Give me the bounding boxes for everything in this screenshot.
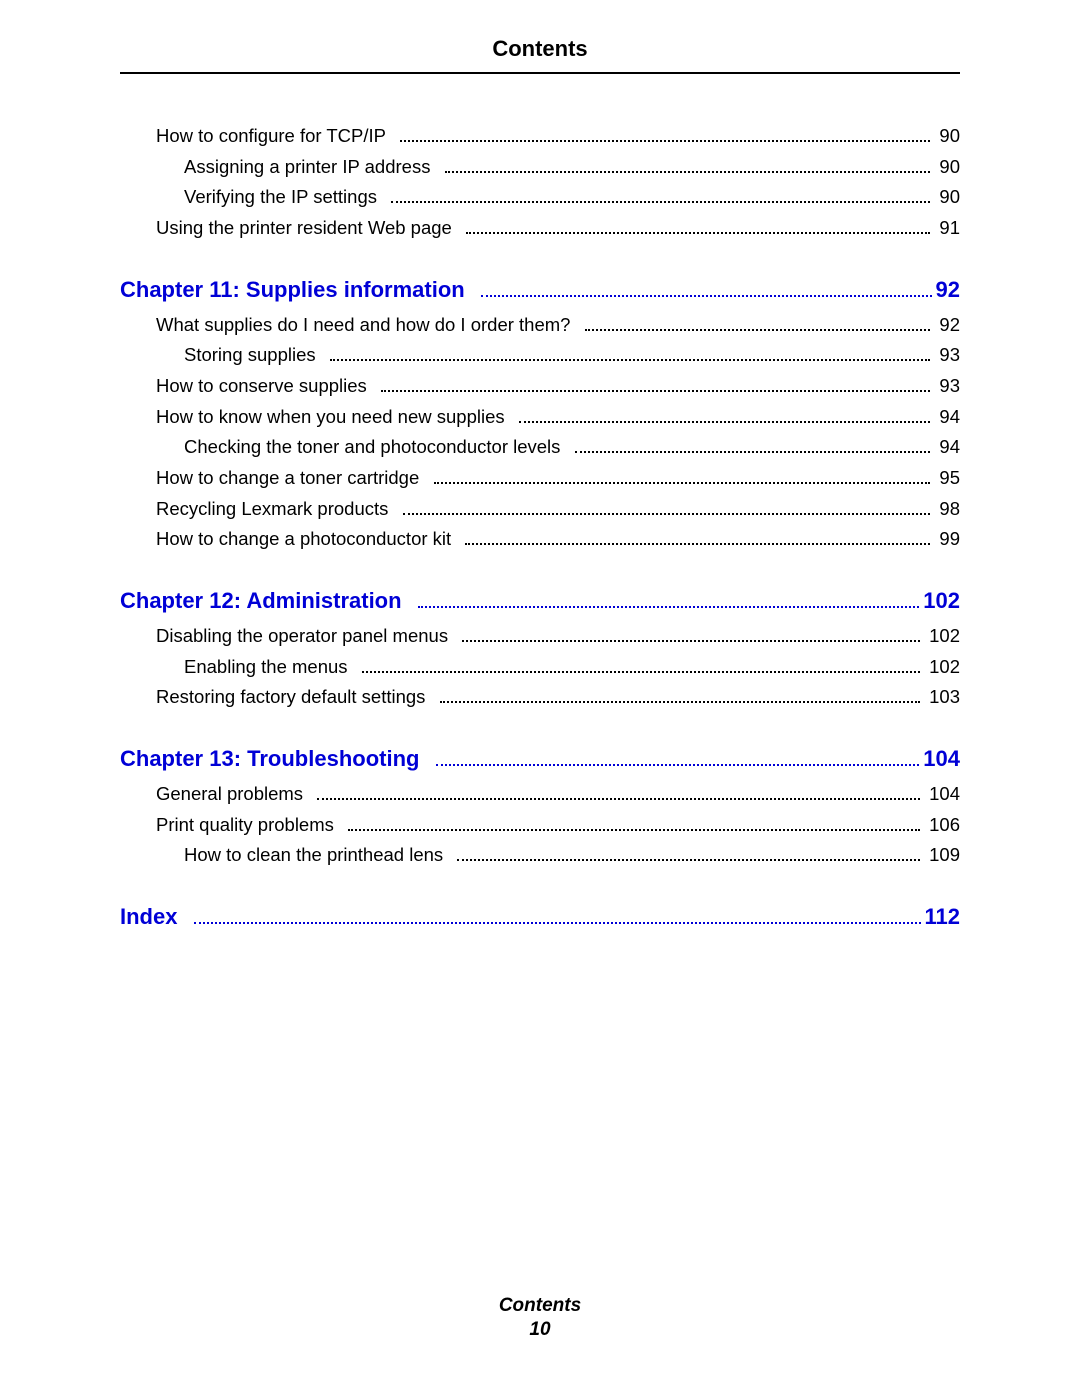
toc-entry-label: Storing supplies <box>184 341 316 370</box>
toc-entry-label: General problems <box>156 780 303 809</box>
table-of-contents: How to configure for TCP/IP 90Assigning … <box>120 122 960 930</box>
page-footer: Contents 10 <box>0 1294 1080 1343</box>
toc-entry-label: Assigning a printer IP address <box>184 153 430 182</box>
toc-chapter-label: Chapter 13: Troubleshooting <box>120 746 419 772</box>
leader-dots <box>348 829 920 831</box>
toc-entry[interactable]: Print quality problems 106 <box>120 811 960 840</box>
leader-dots <box>445 171 931 173</box>
toc-entry-label: What supplies do I need and how do I ord… <box>156 311 570 340</box>
toc-entry[interactable]: How to configure for TCP/IP 90 <box>120 122 960 151</box>
toc-entry-label: Enabling the menus <box>184 653 348 682</box>
footer-section-label: Contents <box>0 1294 1080 1319</box>
toc-entry-page: 92 <box>939 311 960 340</box>
header-divider <box>120 72 960 74</box>
toc-chapter-page: 104 <box>923 746 960 772</box>
toc-entry-label: How to configure for TCP/IP <box>156 122 386 151</box>
toc-entry[interactable]: General problems 104 <box>120 780 960 809</box>
toc-chapter[interactable]: Chapter 11: Supplies information 92 <box>120 277 960 303</box>
toc-entry-label: Using the printer resident Web page <box>156 214 452 243</box>
toc-entry-label: How to clean the printhead lens <box>184 841 443 870</box>
toc-entry[interactable]: What supplies do I need and how do I ord… <box>120 311 960 340</box>
toc-entry-label: Disabling the operator panel menus <box>156 622 448 651</box>
toc-chapter[interactable]: Chapter 12: Administration 102 <box>120 588 960 614</box>
leader-dots <box>436 764 920 766</box>
toc-entry-page: 98 <box>939 495 960 524</box>
toc-entry[interactable]: Using the printer resident Web page 91 <box>120 214 960 243</box>
leader-dots <box>194 922 921 924</box>
toc-chapter-label: Chapter 11: Supplies information <box>120 277 465 303</box>
leader-dots <box>391 201 930 203</box>
leader-dots <box>400 140 930 142</box>
toc-entry-label: Restoring factory default settings <box>156 683 425 712</box>
toc-entry[interactable]: Checking the toner and photoconductor le… <box>120 433 960 462</box>
toc-entry-page: 106 <box>929 811 960 840</box>
leader-dots <box>466 232 930 234</box>
toc-chapter-page: 92 <box>936 277 960 303</box>
leader-dots <box>381 390 930 392</box>
toc-entry[interactable]: Assigning a printer IP address 90 <box>120 153 960 182</box>
toc-entry[interactable]: Storing supplies 93 <box>120 341 960 370</box>
toc-entry-label: How to conserve supplies <box>156 372 367 401</box>
page-title: Contents <box>120 36 960 72</box>
toc-entry[interactable]: Restoring factory default settings 103 <box>120 683 960 712</box>
toc-entry-page: 103 <box>929 683 960 712</box>
leader-dots <box>585 329 931 331</box>
leader-dots <box>519 421 930 423</box>
leader-dots <box>317 798 920 800</box>
toc-entry-page: 102 <box>929 653 960 682</box>
leader-dots <box>403 513 931 515</box>
toc-entry-label: Verifying the IP settings <box>184 183 377 212</box>
leader-dots <box>330 359 930 361</box>
toc-entry-page: 109 <box>929 841 960 870</box>
toc-chapter-page: 102 <box>923 588 960 614</box>
toc-entry-label: Recycling Lexmark products <box>156 495 388 524</box>
toc-entry-label: Checking the toner and photoconductor le… <box>184 433 560 462</box>
toc-entry[interactable]: Enabling the menus 102 <box>120 653 960 682</box>
toc-chapter[interactable]: Chapter 13: Troubleshooting 104 <box>120 746 960 772</box>
leader-dots <box>457 859 920 861</box>
toc-entry[interactable]: How to conserve supplies 93 <box>120 372 960 401</box>
toc-entry-page: 93 <box>939 372 960 401</box>
toc-entry-page: 90 <box>939 153 960 182</box>
toc-entry-page: 94 <box>939 403 960 432</box>
toc-entry-page: 90 <box>939 183 960 212</box>
leader-dots <box>434 482 931 484</box>
toc-entry[interactable]: Verifying the IP settings 90 <box>120 183 960 212</box>
toc-entry[interactable]: Recycling Lexmark products 98 <box>120 495 960 524</box>
toc-entry[interactable]: How to change a toner cartridge 95 <box>120 464 960 493</box>
toc-entry-page: 99 <box>939 525 960 554</box>
leader-dots <box>418 606 919 608</box>
leader-dots <box>481 295 932 297</box>
toc-entry-page: 104 <box>929 780 960 809</box>
leader-dots <box>465 543 930 545</box>
leader-dots <box>362 671 920 673</box>
page: Contents How to configure for TCP/IP 90A… <box>0 0 1080 1397</box>
toc-chapter-label: Chapter 12: Administration <box>120 588 402 614</box>
toc-entry-page: 95 <box>939 464 960 493</box>
toc-entry[interactable]: How to change a photoconductor kit 99 <box>120 525 960 554</box>
toc-entry[interactable]: How to clean the printhead lens 109 <box>120 841 960 870</box>
toc-chapter-page: 112 <box>925 904 961 930</box>
toc-entry-page: 102 <box>929 622 960 651</box>
toc-entry-label: Print quality problems <box>156 811 334 840</box>
toc-chapter-label: Index <box>120 904 177 930</box>
leader-dots <box>462 640 920 642</box>
toc-entry-page: 90 <box>939 122 960 151</box>
toc-entry-page: 93 <box>939 341 960 370</box>
toc-entry[interactable]: How to know when you need new supplies 9… <box>120 403 960 432</box>
leader-dots <box>440 701 920 703</box>
toc-chapter[interactable]: Index 112 <box>120 904 960 930</box>
toc-entry-label: How to change a toner cartridge <box>156 464 419 493</box>
toc-entry-page: 94 <box>939 433 960 462</box>
footer-page-number: 10 <box>0 1318 1080 1343</box>
toc-entry[interactable]: Disabling the operator panel menus 102 <box>120 622 960 651</box>
leader-dots <box>575 451 931 453</box>
toc-entry-label: How to change a photoconductor kit <box>156 525 451 554</box>
toc-entry-page: 91 <box>939 214 960 243</box>
toc-entry-label: How to know when you need new supplies <box>156 403 505 432</box>
